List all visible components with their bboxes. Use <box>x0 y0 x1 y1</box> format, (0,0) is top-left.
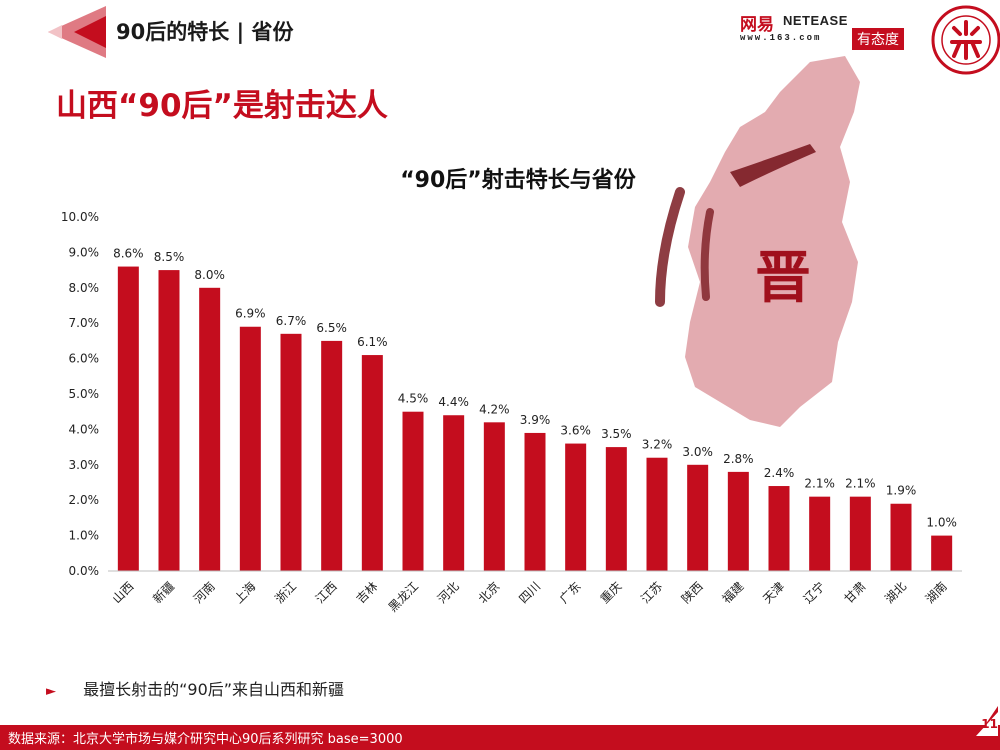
bar-value-label: 4.4% <box>438 395 469 409</box>
y-tick-label: 2.0% <box>69 493 100 507</box>
x-labels: 山西 新疆 河南 上海 浙江 江西 吉林 黑龙江 河北 北京 四川 广东 重庆 江苏 陕西 福建 天津 辽宁 甘肃湖… <box>110 579 950 615</box>
chart-title: “90后”射击特长与省份 <box>400 167 637 193</box>
bar <box>199 287 221 571</box>
x-tick-label: 广东 <box>557 579 584 606</box>
bar <box>117 266 139 571</box>
y-tick-label: 5.0% <box>69 387 100 401</box>
bar <box>158 270 180 571</box>
bar-value-label: 1.9% <box>886 484 917 498</box>
bar-value-label: 6.7% <box>276 314 307 328</box>
x-tick-label: 重庆 <box>598 579 625 606</box>
x-tick-label: 黑龙江 <box>386 579 421 614</box>
footer-source: 数据来源：北京大学市场与媒介研究中心90后系列研究 base=3000 <box>8 732 403 747</box>
x-tick-label: 湖北 <box>882 579 910 607</box>
bar <box>402 411 424 571</box>
x-tick-label: 福建 <box>719 579 747 607</box>
x-tick-label: 新疆 <box>150 579 178 607</box>
bar <box>605 447 627 571</box>
bar <box>361 355 383 571</box>
slide-title: 山西“90后”是射击达人 <box>56 88 388 124</box>
x-tick-label: 江西 <box>313 579 340 606</box>
netease-logo: 网易 NETEASE www.163.com 有态度 <box>738 10 920 50</box>
y-tick-label: 4.0% <box>69 422 100 436</box>
bar-value-label: 8.0% <box>194 268 225 282</box>
y-tick-label: 3.0% <box>69 458 100 472</box>
bar-value-label: 8.5% <box>154 250 185 264</box>
x-tick-label: 四川 <box>516 579 543 606</box>
page-number-tab: 11 <box>968 706 998 750</box>
bar-value-label: 1.0% <box>926 516 957 530</box>
map-character: 晋 <box>755 246 811 311</box>
bar-value-label: 3.9% <box>520 413 551 427</box>
bar-value-label: 3.6% <box>560 424 591 438</box>
bar <box>687 464 709 571</box>
bar <box>565 443 587 571</box>
shanxi-map-illustration: 晋 <box>655 56 860 427</box>
y-axis: 0.0% 1.0% 2.0% 3.0% 4.0% 5.0% 6.0% 7.0% 8.0% 9.0%… <box>61 210 99 578</box>
bar-value-label: 4.5% <box>398 392 429 406</box>
x-tick-label: 吉林 <box>354 579 381 606</box>
bullet-arrow-icon: ► <box>46 684 56 699</box>
bar-value-label: 8.6% <box>113 247 144 261</box>
x-tick-label: 浙江 <box>272 579 299 606</box>
bar-value-label: 3.2% <box>642 438 673 452</box>
bars <box>117 266 953 571</box>
bar-value-label: 6.1% <box>357 335 388 349</box>
x-tick-label: 山西 <box>110 579 137 606</box>
x-tick-label: 甘肃 <box>842 579 869 606</box>
y-tick-label: 10.0% <box>61 210 99 224</box>
bar-value-label: 2.8% <box>723 452 754 466</box>
bar <box>849 496 871 571</box>
y-tick-label: 9.0% <box>69 245 100 259</box>
y-tick-label: 6.0% <box>69 352 100 366</box>
brand-netease: NETEASE <box>783 13 848 28</box>
bar-value-label: 6.5% <box>316 321 347 335</box>
header-triangles <box>48 6 106 58</box>
header-title: 90后的特长 | 省份 <box>116 20 294 44</box>
x-tick-label: 河南 <box>190 579 218 607</box>
brand-wangyi: 网易 <box>740 15 774 35</box>
x-tick-label: 北京 <box>476 579 503 606</box>
bullet-text: 最擅长射击的“90后”来自山西和新疆 <box>83 680 345 699</box>
y-tick-label: 0.0% <box>69 564 100 578</box>
brand-url: www.163.com <box>740 33 822 43</box>
x-tick-label: 陕西 <box>678 579 706 607</box>
bullet-note: ► 最擅长射击的“90后”来自山西和新疆 <box>46 676 344 700</box>
bar <box>809 496 831 571</box>
y-tick-label: 7.0% <box>69 316 100 330</box>
bar <box>768 486 790 571</box>
peking-university-seal-icon <box>931 5 1000 75</box>
brand-youtaidu: 有态度 <box>852 28 904 50</box>
page-number: 11 <box>981 717 998 731</box>
x-tick-label: 湖南 <box>922 579 950 607</box>
x-tick-label: 天津 <box>760 579 787 606</box>
x-tick-label: 辽宁 <box>800 579 828 607</box>
x-tick-label: 河北 <box>435 579 462 606</box>
y-tick-label: 1.0% <box>69 529 100 543</box>
bar-value-label: 3.5% <box>601 427 632 441</box>
bar-value-label: 3.0% <box>682 445 713 459</box>
bar <box>727 471 749 571</box>
bar-value-label: 2.1% <box>804 477 835 491</box>
x-tick-label: 江苏 <box>638 579 665 606</box>
bar <box>646 457 668 571</box>
x-tick-label: 上海 <box>231 579 259 607</box>
bar <box>931 535 953 571</box>
bar <box>483 422 505 571</box>
bar <box>890 503 912 571</box>
bar-value-label: 2.1% <box>845 477 876 491</box>
bar-value-label: 4.2% <box>479 402 510 416</box>
bar <box>321 340 343 571</box>
bar <box>524 432 546 571</box>
bar-value-label: 6.9% <box>235 307 266 321</box>
bar-value-label: 2.4% <box>764 466 795 480</box>
bar-chart: “90后”射击特长与省份 0.0% 1.0% 2.0% 3.0% 4.0% 5.0% 6.0… <box>61 167 962 615</box>
value-labels: 8.6% 8.5% 8.0% 6.9% 6.7% 6.5% 6.1% 4.5% 4.4% 4.2%… <box>113 247 957 530</box>
footer-bar: 数据来源：北京大学市场与媒介研究中心90后系列研究 base=3000 <box>0 725 1000 750</box>
y-tick-label: 8.0% <box>69 281 100 295</box>
bar <box>239 326 261 571</box>
bar <box>280 333 302 571</box>
bar <box>443 415 465 571</box>
